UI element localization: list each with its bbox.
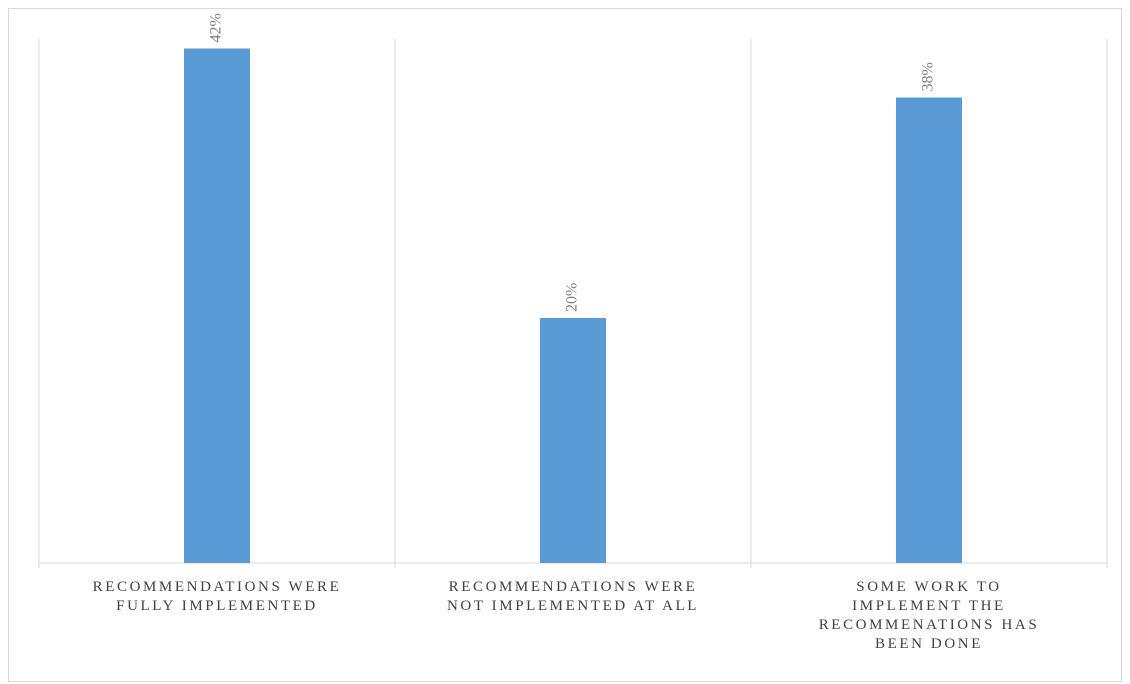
bar <box>184 49 250 564</box>
bar-chart: 42% RECOMMENDATIONS WERE FULLY IMPLEMENTED… <box>9 9 1123 683</box>
category-label-line: SOME WORK TO <box>856 579 1001 595</box>
category-label-line: RECOMMENATIONS HAS <box>819 617 1040 633</box>
bar <box>540 318 606 563</box>
data-label: 20% <box>564 283 581 312</box>
category-label: RECOMMENDATIONS WERE FULLY IMPLEMENTED <box>93 579 342 614</box>
category-label: SOME WORK TO IMPLEMENT THE RECOMMENATIONS … <box>819 579 1040 652</box>
category-label: RECOMMENDATIONS WERE NOT IMPLEMENTED AT A… <box>447 579 699 614</box>
category-label-line: IMPLEMENT THE <box>852 598 1006 614</box>
category-label-line: RECOMMENDATIONS WERE <box>93 579 342 595</box>
category-label-line: NOT IMPLEMENTED AT ALL <box>447 598 699 614</box>
bar <box>896 98 962 564</box>
data-label: 38% <box>920 62 937 91</box>
category-label-line: FULLY IMPLEMENTED <box>116 598 318 614</box>
chart-area: 42% RECOMMENDATIONS WERE FULLY IMPLEMENTED… <box>8 8 1122 682</box>
data-label: 42% <box>208 13 225 42</box>
category-label-line: BEEN DONE <box>875 636 983 652</box>
category-label-line: RECOMMENDATIONS WERE <box>449 579 698 595</box>
